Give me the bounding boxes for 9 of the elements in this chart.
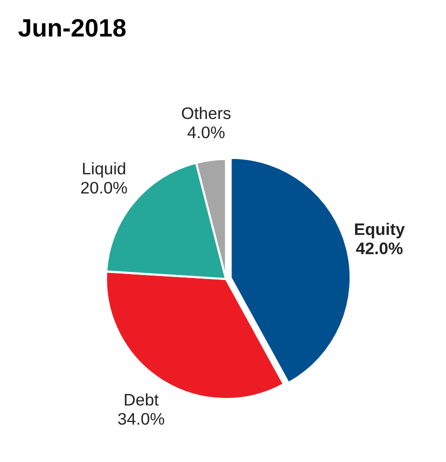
data-label: 4.0%: [188, 126, 225, 138]
slice-label: Liquid: [83, 162, 126, 178]
data-label: 34.0%: [118, 412, 164, 425]
slice-label: Debt: [124, 393, 159, 406]
data-label: 20.0%: [81, 182, 127, 194]
slice-label: Equity: [355, 222, 405, 238]
chart-title: Jun-2018: [18, 19, 126, 37]
slice-label: Others: [182, 106, 231, 120]
data-label: 42.0%: [356, 242, 403, 254]
